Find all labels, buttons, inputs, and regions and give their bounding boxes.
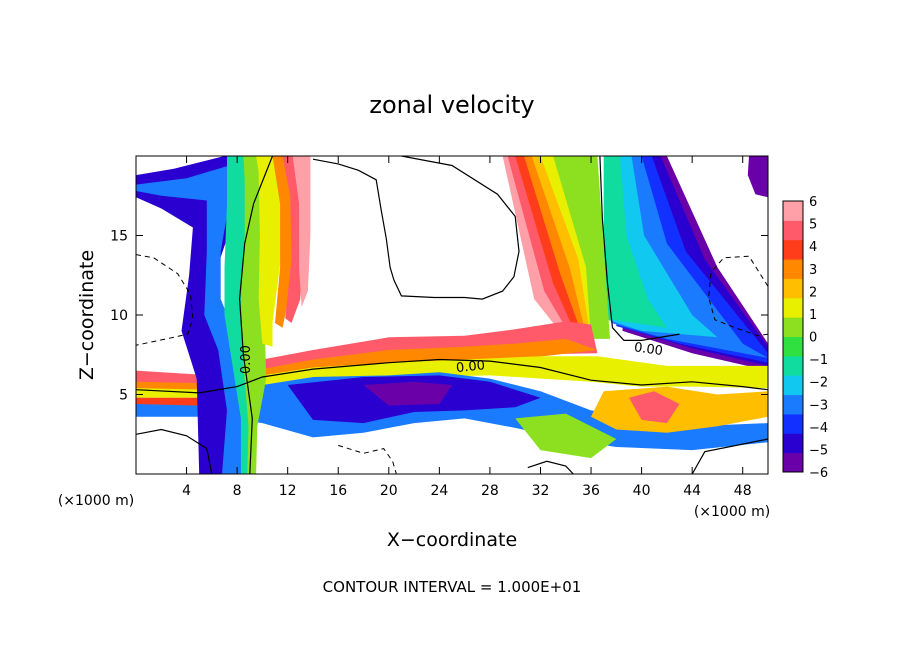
colorbar-swatch (783, 278, 803, 299)
x-tick-label: 44 (683, 483, 701, 499)
y-tick-label: 10 (110, 308, 128, 324)
colorbar-swatch (783, 220, 803, 241)
field-region (256, 156, 286, 347)
field-region (747, 156, 768, 198)
colorbar-tick-label: 3 (809, 263, 817, 278)
colorbar-tick-label: −6 (809, 466, 828, 481)
field-region (282, 156, 303, 323)
colorbar-tick-label: 6 (809, 195, 817, 210)
contour-line-dashed (136, 254, 194, 346)
field-region (553, 156, 610, 339)
y-tick-label: 5 (119, 388, 128, 404)
x-tick-label: 48 (734, 483, 752, 499)
colorbar-tick-label: −3 (809, 398, 828, 413)
contour-line (312, 156, 520, 300)
velocity-field: 0.00 0.00 0.00 (136, 156, 768, 474)
y-tick-label: 15 (110, 229, 128, 245)
colorbar-tick-label: −1 (809, 353, 828, 368)
contour-line (136, 358, 768, 394)
x-tick-label: 16 (329, 483, 347, 499)
colorbar-tick-label: 4 (809, 240, 817, 255)
field-region (603, 156, 667, 328)
x-tick-label: 32 (532, 483, 550, 499)
x-tick-label: 8 (233, 483, 242, 499)
contour-line-dashed (708, 255, 768, 337)
colorbar-tick-label: 0 (809, 331, 817, 346)
x-tick-label: 40 (633, 483, 651, 499)
colorbar-tick-label: 5 (809, 218, 817, 233)
x-axis-label: X−coordinate (387, 529, 517, 551)
colorbar-tick-label: −2 (809, 376, 828, 391)
colorbar-swatch (783, 297, 803, 318)
field-region (292, 156, 311, 307)
x-tick-label: 4 (182, 483, 191, 499)
contour-label: 0.00 (633, 340, 664, 359)
contour-line (136, 428, 213, 474)
colorbar-swatch (783, 394, 803, 415)
colorbar: 6 5 4 3 2 1 0 −1 −2 −3 −4 −5 −6 (782, 195, 828, 481)
colorbar-swatch (783, 433, 803, 454)
x-tick-label: 24 (430, 483, 448, 499)
x-tick-label: 36 (582, 483, 600, 499)
x-unit-right: (×1000 m) (694, 504, 770, 520)
colorbar-swatch (783, 259, 803, 279)
x-axis: 4 8 12 16 20 24 28 32 36 40 44 48 (182, 156, 752, 499)
field-region (136, 356, 768, 398)
colorbar-swatch (783, 452, 803, 473)
x-tick-label: 20 (380, 483, 398, 499)
y-axis: 5 10 15 (110, 229, 768, 404)
colorbar-swatch (783, 317, 803, 337)
field-region (629, 391, 680, 424)
colorbar-swatch (783, 336, 803, 357)
colorbar-swatch (783, 355, 803, 376)
contour-line (599, 156, 680, 341)
field-region (272, 156, 294, 328)
y-axis-label: Z−coordinate (76, 250, 98, 380)
x-unit-left: (×1000 m) (58, 493, 134, 509)
colorbar-swatch (783, 375, 803, 396)
contour-label: 0.00 (455, 358, 485, 376)
colorbar-swatch (783, 201, 803, 221)
contour-line-dashed (338, 444, 397, 474)
contour-line (527, 460, 574, 474)
colorbar-tick-label: −4 (809, 421, 828, 436)
field-region (136, 156, 250, 474)
contour-label: 0.00 (239, 345, 254, 374)
colorbar-swatch (783, 413, 803, 434)
colorbar-tick-label: 2 (809, 285, 817, 300)
colorbar-tick-label: 1 (809, 308, 817, 323)
x-tick-label: 12 (279, 483, 297, 499)
contour-line (238, 156, 274, 474)
colorbar-swatch (783, 239, 803, 260)
colorbar-frame (782, 200, 804, 473)
contour-interval-footer: CONTOUR INTERVAL = 1.000E+01 (323, 578, 582, 596)
x-tick-label: 28 (481, 483, 499, 499)
colorbar-tick-label: −5 (809, 443, 828, 458)
field-region (515, 413, 617, 459)
contour-line (691, 438, 768, 474)
field-region (363, 381, 452, 406)
chart-title: zonal velocity (369, 91, 534, 119)
